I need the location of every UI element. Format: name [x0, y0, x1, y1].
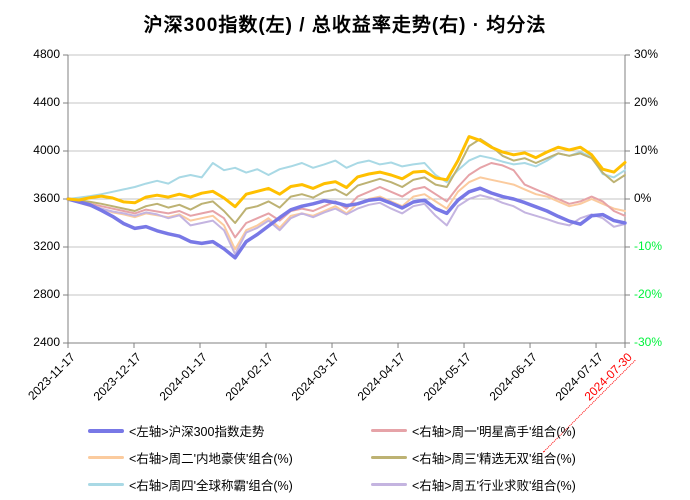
series-line-6 — [66, 135, 627, 209]
legend-item-tuesday: <右轴>周二'内地豪侠'组合(%) — [88, 448, 371, 467]
legend-label-wednesday: <右轴>周三'精选无双'组合(%) — [412, 452, 576, 466]
series-line-0 — [67, 151, 626, 200]
legend-label-monday: <右轴>周一'明星高手'组合(%) — [412, 425, 576, 439]
chart-legend: <左轴>沪深300指数走势 <右轴>周一'明星高手'组合(%) <右轴>周二'内… — [88, 417, 671, 498]
series-line-4 — [67, 138, 626, 224]
legend-item-wednesday: <右轴>周三'精选无双'组合(%) — [371, 448, 671, 467]
series-line-3 — [67, 194, 626, 256]
legend-item-csi300: <左轴>沪深300指数走势 — [88, 421, 371, 440]
legend-label-thursday: <右轴>周四'全球称霸'组合(%) — [129, 479, 293, 493]
legend-swatch-wednesday — [371, 456, 407, 459]
legend-label-tuesday: <右轴>周二'内地豪侠'组合(%) — [129, 452, 293, 466]
line-chart-canvas — [63, 54, 630, 348]
legend-swatch-csi300 — [88, 428, 124, 433]
series-line-2 — [67, 162, 626, 239]
legend-label-csi300: <左轴>沪深300指数走势 — [129, 425, 265, 439]
chart-title: 沪深300指数(左) / 总收益率走势(右) · 均分法 — [143, 15, 547, 36]
series-line-5 — [66, 186, 627, 260]
legend-item-friday: <右轴>周五'行业求败'组合(%) — [371, 475, 671, 494]
legend-swatch-monday — [371, 429, 407, 432]
legend-item-thursday: <右轴>周四'全球称霸'组合(%) — [88, 475, 371, 494]
legend-item-monday: <右轴>周一'明星高手'组合(%) — [371, 421, 671, 440]
legend-label-friday: <右轴>周五'行业求败'组合(%) — [412, 479, 576, 493]
legend-swatch-thursday — [88, 483, 124, 486]
legend-swatch-tuesday — [88, 456, 124, 459]
legend-swatch-friday — [371, 483, 407, 486]
